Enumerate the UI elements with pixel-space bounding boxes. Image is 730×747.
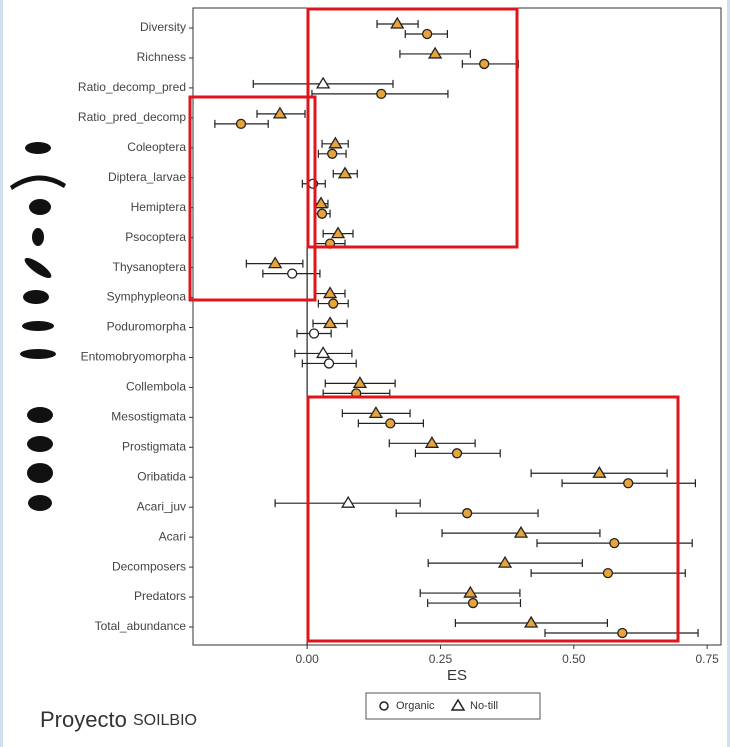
plot [189, 8, 707, 649]
y-tick-label: Oribatida [137, 469, 186, 483]
point [317, 78, 329, 88]
point [329, 299, 338, 308]
legend-label: No-till [470, 700, 498, 712]
edge [0, 0, 3, 747]
point [339, 168, 351, 178]
point [391, 18, 403, 28]
y-tick-label: Collembola [126, 380, 186, 394]
point [426, 437, 438, 447]
point [429, 48, 441, 58]
y-tick-label: Decomposers [112, 559, 186, 573]
icon [22, 255, 54, 282]
footer-text: Proyecto SOILBIO [40, 707, 197, 732]
icon [27, 407, 53, 423]
point [328, 149, 337, 158]
icon [10, 175, 66, 190]
icon [20, 349, 56, 359]
point [354, 377, 366, 387]
point [515, 527, 527, 537]
x-axis-label: ES [447, 667, 467, 684]
y-tick-label: Coleoptera [127, 140, 186, 154]
icon [23, 290, 49, 304]
highlight-box [308, 9, 517, 247]
point [329, 138, 341, 148]
point [325, 359, 334, 368]
point [237, 119, 246, 128]
legend-marker [380, 702, 388, 710]
chart: ES Organic No-till Proyecto SOILBIO 0.00 0… [0, 0, 730, 747]
y-tick-label: Psocoptera [125, 230, 186, 244]
icons [10, 142, 66, 511]
point [377, 89, 386, 98]
point [332, 228, 344, 238]
footer-name: SOILBIO [133, 712, 197, 729]
x-tick-label: 0.25 [429, 652, 453, 666]
point [624, 479, 633, 488]
highlight-box [190, 97, 315, 300]
point [453, 449, 462, 458]
y-tick-label: Diversity [140, 20, 186, 34]
point [499, 557, 511, 567]
footer-project: Proyecto [40, 707, 127, 732]
highlights [190, 9, 678, 641]
point [525, 617, 537, 627]
y-tick-label: Prostigmata [122, 439, 186, 453]
point [480, 59, 489, 68]
panel [193, 8, 721, 645]
point [386, 419, 395, 428]
y-tick-label: Ratio_pred_decomp [78, 110, 186, 124]
point [288, 269, 297, 278]
y-tick-label: Mesostigmata [111, 410, 186, 424]
point [469, 599, 478, 608]
point [324, 318, 336, 328]
point [618, 629, 627, 638]
point [423, 30, 432, 39]
error-bar [462, 60, 518, 68]
y-tick-label: Thysanoptera [113, 260, 187, 274]
y-tick-label: Diptera_larvae [108, 170, 186, 184]
point [342, 497, 354, 507]
point [318, 209, 327, 218]
y-tick-label: Acari [159, 529, 186, 543]
icon [22, 321, 54, 331]
point [603, 569, 612, 578]
point [593, 467, 605, 477]
y-tick-label: Total_abundance [95, 619, 187, 633]
icon [29, 199, 51, 215]
legend-label: Organic [396, 700, 435, 712]
point [315, 198, 327, 208]
legend-box [366, 693, 540, 719]
point [463, 509, 472, 518]
point [317, 347, 329, 357]
x-tick-label: 0.50 [562, 652, 586, 666]
point [274, 108, 286, 118]
point [269, 258, 281, 268]
highlight-box [308, 397, 678, 641]
y-tick-label: Acari_juv [137, 499, 186, 513]
point [464, 587, 476, 597]
x-tick-label: 0.00 [295, 652, 319, 666]
y-tick-label: Predators [134, 589, 186, 603]
y-tick-label: Symphypleona [107, 290, 187, 304]
y-tick-label: Hemiptera [131, 200, 187, 214]
icon [27, 463, 53, 483]
point [324, 288, 336, 298]
x-tick-label: 0.75 [695, 652, 719, 666]
icon [32, 228, 44, 246]
point [610, 539, 619, 548]
y-tick-label: Ratio_decomp_pred [78, 80, 186, 94]
point [310, 329, 319, 338]
y-tick-label: Entomobryomorpha [81, 350, 187, 364]
point [370, 407, 382, 417]
icon [28, 495, 52, 511]
y-tick-label: Richness [137, 50, 186, 64]
y-tick-label: Poduromorpha [107, 320, 187, 334]
icon [25, 142, 51, 154]
icon [27, 436, 53, 452]
